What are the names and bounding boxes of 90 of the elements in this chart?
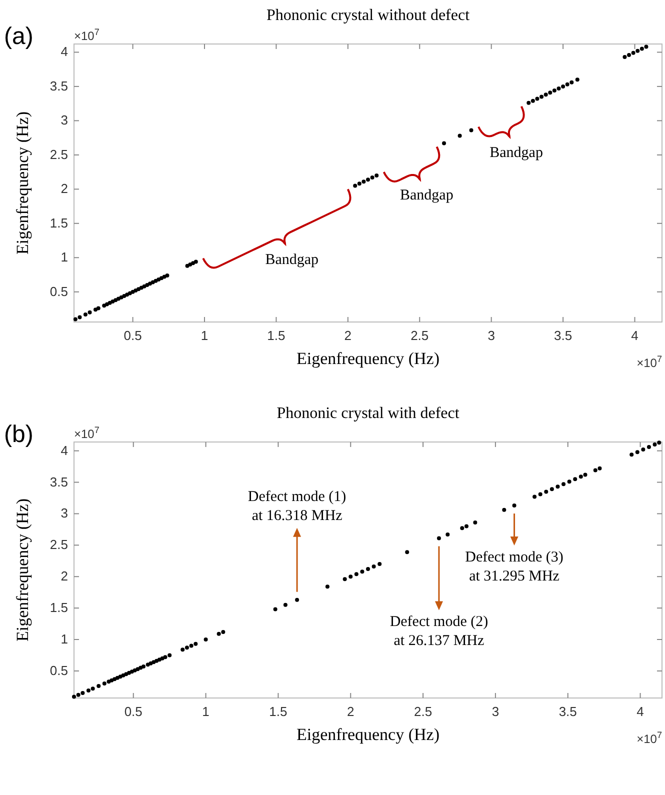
x-axis-title: Eigenfrequency (Hz) <box>296 349 440 368</box>
point <box>627 52 632 57</box>
x-tick-label: 2.5 <box>414 704 432 719</box>
y-tick-label: 2.5 <box>50 146 68 162</box>
x-tick-label: 3.5 <box>554 328 572 343</box>
annotation: Defect mode (2) at 26.137 MHz <box>390 614 488 650</box>
point <box>458 134 462 138</box>
point <box>575 78 580 82</box>
point <box>353 184 358 188</box>
x-tick-label: 0.5 <box>124 328 142 343</box>
text: ×10$^{7}$ <box>636 354 662 370</box>
y-tick-label: 3.5 <box>50 474 68 490</box>
x-tick-label: 1.5 <box>269 704 288 719</box>
text: ×10$^{7}$ <box>74 425 100 441</box>
annotation: Defect mode (3) at 31.295 MHz <box>465 550 564 585</box>
y-tick-label: 2.5 <box>50 537 68 552</box>
y-tick-label: 0.5 <box>50 284 68 299</box>
point <box>88 310 92 314</box>
point <box>165 273 170 278</box>
x-tick-label: 1 <box>202 704 210 719</box>
point <box>552 88 556 93</box>
y-axis-title: Eigenfrequency (Hz) <box>13 498 32 642</box>
point <box>636 48 640 53</box>
point <box>548 90 552 95</box>
point <box>188 262 192 266</box>
point <box>544 92 548 97</box>
annotation: Bandgap <box>490 144 543 161</box>
point <box>145 283 150 288</box>
point <box>535 96 540 101</box>
x-tick-label: 1 <box>200 328 208 343</box>
x-tick-label: 3 <box>492 704 500 719</box>
x-tick-label: 2.5 <box>410 328 429 343</box>
point <box>366 178 370 182</box>
point <box>442 141 446 146</box>
y-axis-title: Eigenfrequency (Hz) <box>13 111 32 255</box>
x-axis-title: Eigenfrequency (Hz) <box>296 725 440 744</box>
point <box>622 55 627 60</box>
annotation: Defect mode (1) at 16.318 MHz <box>248 488 346 524</box>
y-tick-label: 3 <box>60 506 68 521</box>
x-tick-label: 3 <box>488 328 495 343</box>
text: ×10$^{7}$ <box>636 730 662 746</box>
point <box>631 50 636 55</box>
point <box>110 299 115 304</box>
point <box>556 86 561 91</box>
y-tick-label: 4 <box>60 44 68 60</box>
point <box>530 98 535 103</box>
y-tick-label: 1 <box>60 632 68 647</box>
y-tick-label: 3 <box>60 112 68 128</box>
y-tick-label: 0.5 <box>50 662 68 678</box>
chart-title: Phononic crystal without defect <box>266 7 470 24</box>
y-tick-label: 2 <box>60 568 68 584</box>
y-tick-label: 1.5 <box>50 600 68 616</box>
point <box>370 176 374 180</box>
chart-title: Phononic crystal with defect <box>276 405 460 422</box>
point <box>469 128 474 132</box>
point <box>640 46 644 51</box>
x-tick-label: 1.5 <box>267 328 286 343</box>
x-tick-label: 2 <box>344 328 352 343</box>
point <box>644 44 648 49</box>
point <box>540 94 544 99</box>
annotation: Bandgap <box>265 252 319 268</box>
point <box>374 173 379 178</box>
y-tick-label: 1.5 <box>50 215 68 230</box>
x-tick-label: 3.5 <box>558 704 577 719</box>
x-tick-label: 4 <box>636 704 644 719</box>
x-tick-label: 0.5 <box>124 704 142 719</box>
x-tick-label: 4 <box>631 328 638 343</box>
text: ×10$^{7}$ <box>74 27 100 43</box>
point <box>561 84 566 88</box>
y-tick-label: 2 <box>60 181 68 196</box>
point <box>73 317 78 322</box>
point <box>83 312 88 316</box>
point <box>194 260 198 264</box>
point <box>122 294 126 298</box>
point <box>150 280 155 284</box>
y-tick-label: 3.5 <box>50 78 68 94</box>
point <box>526 100 531 105</box>
point <box>78 315 82 320</box>
point <box>134 288 138 292</box>
point <box>565 82 570 86</box>
x-tick-label: 2 <box>347 704 354 719</box>
point <box>96 306 100 310</box>
annotation: Bandgap <box>400 188 454 204</box>
point <box>357 182 362 186</box>
text: (b) <box>4 421 34 448</box>
y-tick-label: 1 <box>60 250 68 265</box>
point <box>570 80 574 84</box>
text: (a) <box>4 23 34 50</box>
point <box>362 180 366 184</box>
y-tick-label: 4 <box>60 442 68 458</box>
